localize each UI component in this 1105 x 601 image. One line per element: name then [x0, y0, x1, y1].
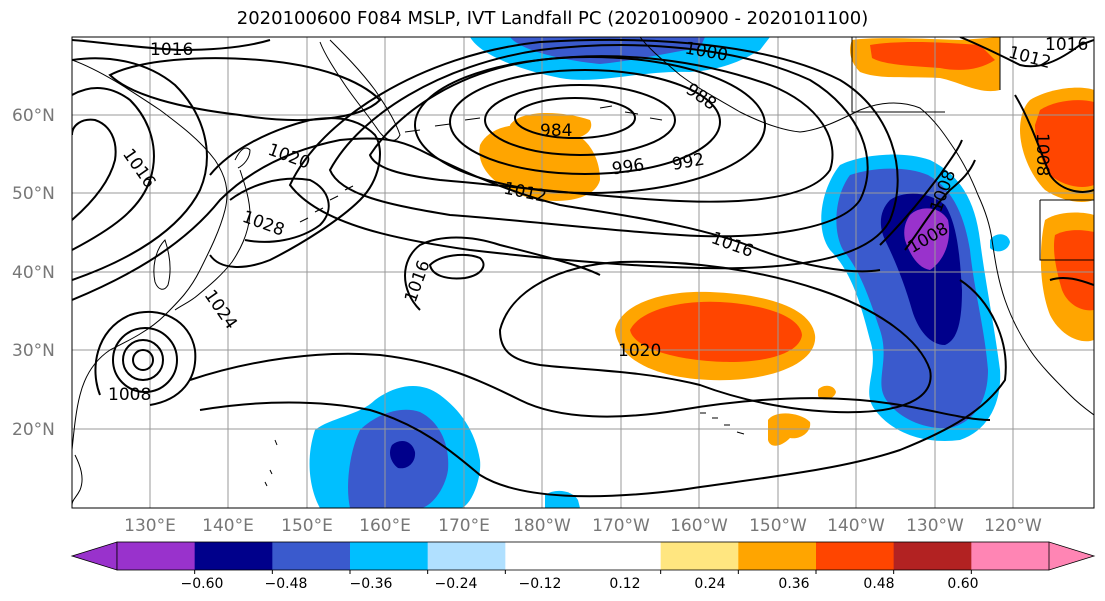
ivt-positive-area	[630, 301, 802, 362]
colorbar-tick-label: −0.36	[350, 576, 393, 592]
lon-label: 120°W	[984, 516, 1042, 536]
lat-label: 20°N	[12, 420, 55, 440]
lon-label: 140°W	[827, 516, 885, 536]
contour-label: 1016	[150, 40, 193, 60]
colorbar-tick-label: −0.48	[265, 576, 308, 592]
colorbar-box	[272, 542, 351, 570]
lat-label: 50°N	[12, 184, 55, 204]
colorbar-box	[583, 542, 662, 570]
ivt-positive-area	[818, 385, 836, 400]
longitude-labels: 130°E 140°E 150°E 160°E 170°E 180°W 170°…	[124, 516, 1042, 536]
colorbar-over-triangle	[1048, 541, 1096, 571]
colorbar: −0.60 −0.48 −0.36 −0.24 −0.12 0.12 0.24 …	[70, 541, 1096, 592]
map-title: 2020100600 F084 MSLP, IVT Landfall PC (2…	[236, 8, 869, 29]
na-west-coast	[977, 194, 1094, 416]
lon-label: 160°E	[359, 516, 411, 536]
ivt-positive-area	[1053, 230, 1094, 311]
colorbar-under-triangle	[70, 541, 118, 571]
colorbar-box	[505, 542, 584, 570]
ivt-negative-area	[904, 208, 950, 270]
political-borders	[851, 37, 1094, 261]
aleutian-islands	[404, 105, 663, 133]
colorbar-box	[194, 542, 273, 570]
lon-label: 170°E	[438, 516, 490, 536]
colorbar-tick-label: 0.36	[778, 576, 809, 592]
contour-label: 1008	[108, 385, 151, 405]
taiwan-coast	[72, 454, 83, 506]
ivt-positive-area	[1035, 100, 1094, 187]
lon-label: 170°W	[592, 516, 650, 536]
lon-label: 160°W	[670, 516, 728, 536]
ivt-negative-area	[990, 234, 1010, 252]
colorbar-tick-label: 0.60	[947, 576, 978, 592]
lon-label: 130°W	[906, 516, 964, 536]
latitude-labels: 60°N 50°N 40°N 30°N 20°N	[12, 106, 55, 440]
colorbar-box	[893, 542, 972, 570]
colorbar-tick-label: −0.60	[181, 576, 224, 592]
colorbar-box	[816, 542, 895, 570]
hokkaido-coast	[234, 147, 251, 169]
colorbar-tick-label: 0.12	[609, 576, 640, 592]
ivt-positive-area	[870, 41, 995, 70]
lon-label: 140°E	[202, 516, 254, 536]
colorbar-tick-label: 0.48	[863, 576, 894, 592]
contour-label: 1020	[618, 341, 661, 361]
coastlines	[72, 37, 1094, 506]
lon-label: 150°E	[281, 516, 333, 536]
colorbar-box	[350, 542, 429, 570]
colorbar-tick-label: 0.24	[694, 576, 725, 592]
lon-label: 130°E	[124, 516, 176, 536]
ivt-shading	[309, 37, 1094, 508]
ivt-positive-area	[768, 413, 811, 446]
lat-label: 40°N	[12, 263, 55, 283]
mslp-contours	[72, 37, 1094, 498]
colorbar-tick-label: −0.12	[519, 576, 562, 592]
colorbar-box	[971, 542, 1050, 570]
map-frame	[71, 36, 1095, 509]
japan-coast	[174, 169, 251, 311]
contour-label: 1008	[1032, 133, 1052, 176]
lon-label: 180°W	[513, 516, 571, 536]
colorbar-box	[427, 542, 506, 570]
contour-label: 1016	[1045, 35, 1088, 55]
lat-label: 30°N	[12, 341, 55, 361]
lat-label: 60°N	[12, 106, 55, 126]
colorbar-box	[117, 542, 196, 570]
ivt-negative-area	[390, 440, 416, 469]
colorbar-boxes	[117, 542, 1050, 570]
korea-coast	[153, 239, 171, 290]
small-islands	[264, 439, 278, 487]
colorbar-tick-labels: −0.60 −0.48 −0.36 −0.24 −0.12 0.12 0.24 …	[181, 576, 979, 592]
colorbar-box	[738, 542, 817, 570]
colorbar-box	[660, 542, 739, 570]
ivt-positive-area	[510, 113, 592, 140]
lon-label: 150°W	[749, 516, 807, 536]
asia-coast	[72, 59, 228, 451]
colorbar-outline	[116, 541, 1050, 571]
colorbar-ticks	[194, 570, 972, 574]
contour-label: 996	[611, 155, 646, 179]
contour-label: 984	[540, 121, 572, 141]
hawaii-islands	[700, 412, 745, 435]
colorbar-tick-label: −0.24	[435, 576, 478, 592]
